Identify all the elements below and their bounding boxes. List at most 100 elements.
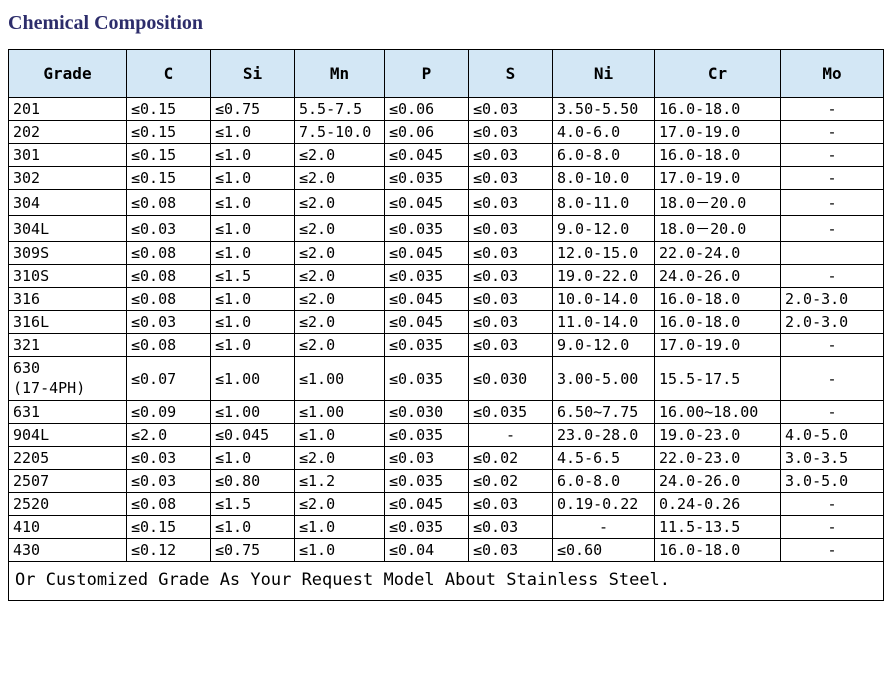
table-cell: ≤0.15 (127, 167, 211, 190)
table-cell: 18.0－20.0 (655, 216, 781, 242)
table-cell: ≤0.035 (469, 401, 553, 424)
table-cell: ≤0.035 (385, 334, 469, 357)
table-cell: ≤2.0 (295, 493, 385, 516)
table-cell: 11.0-14.0 (553, 311, 655, 334)
table-cell: ≤0.035 (385, 424, 469, 447)
table-cell: 16.0-18.0 (655, 98, 781, 121)
table-cell: 430 (9, 539, 127, 562)
table-row: 304≤0.08≤1.0≤2.0≤0.045≤0.038.0-11.018.0－… (9, 190, 884, 216)
table-row: 321≤0.08≤1.0≤2.0≤0.035≤0.039.0-12.017.0-… (9, 334, 884, 357)
table-cell: ≤2.0 (295, 216, 385, 242)
table-cell: 3.0-3.5 (781, 447, 884, 470)
table-cell: ≤0.03 (469, 98, 553, 121)
table-cell: ≤2.0 (295, 190, 385, 216)
table-cell: ≤1.0 (211, 190, 295, 216)
table-cell: 3.0-5.0 (781, 470, 884, 493)
table-cell: 16.00~18.00 (655, 401, 781, 424)
col-c: C (127, 50, 211, 98)
table-cell: 8.0-10.0 (553, 167, 655, 190)
table-cell: ≤1.0 (295, 539, 385, 562)
table-cell: ≤1.5 (211, 265, 295, 288)
table-cell: ≤1.0 (211, 121, 295, 144)
table-cell: ≤1.2 (295, 470, 385, 493)
table-cell: - (469, 424, 553, 447)
table-cell: 3.50-5.50 (553, 98, 655, 121)
table-cell: ≤0.06 (385, 98, 469, 121)
table-cell: 630(17-4PH) (9, 357, 127, 401)
table-cell: 4.5-6.5 (553, 447, 655, 470)
table-cell: - (781, 167, 884, 190)
table-cell: ≤1.0 (211, 516, 295, 539)
table-cell: ≤0.15 (127, 144, 211, 167)
table-cell: ≤2.0 (127, 424, 211, 447)
table-cell: 0.24-0.26 (655, 493, 781, 516)
table-cell: ≤0.15 (127, 121, 211, 144)
table-cell: 12.0-15.0 (553, 242, 655, 265)
table-cell: ≤0.02 (469, 447, 553, 470)
table-cell: ≤0.03 (469, 144, 553, 167)
table-cell: ≤0.045 (385, 288, 469, 311)
table-cell: ≤0.07 (127, 357, 211, 401)
table-cell: ≤0.03 (469, 288, 553, 311)
table-row: 309S≤0.08≤1.0≤2.0≤0.045≤0.0312.0-15.022.… (9, 242, 884, 265)
table-cell: ≤2.0 (295, 447, 385, 470)
table-cell: ≤2.0 (295, 334, 385, 357)
table-row: 304L≤0.03≤1.0≤2.0≤0.035≤0.039.0-12.018.0… (9, 216, 884, 242)
table-cell: ≤0.03 (127, 216, 211, 242)
table-cell: ≤0.035 (385, 357, 469, 401)
table-cell: 6.50~7.75 (553, 401, 655, 424)
composition-table: Grade C Si Mn P S Ni Cr Mo 201≤0.15≤0.75… (8, 49, 884, 601)
table-cell: ≤0.03 (469, 216, 553, 242)
col-s: S (469, 50, 553, 98)
table-cell: - (781, 144, 884, 167)
table-cell: 904L (9, 424, 127, 447)
table-row: 316L≤0.03≤1.0≤2.0≤0.045≤0.0311.0-14.016.… (9, 311, 884, 334)
table-cell: 301 (9, 144, 127, 167)
table-cell: 316L (9, 311, 127, 334)
table-cell: - (781, 121, 884, 144)
table-cell: ≤0.035 (385, 167, 469, 190)
table-cell: 4.0-5.0 (781, 424, 884, 447)
table-cell: 2.0-3.0 (781, 288, 884, 311)
table-cell: 23.0-28.0 (553, 424, 655, 447)
table-cell: ≤0.75 (211, 539, 295, 562)
table-cell: ≤2.0 (295, 242, 385, 265)
table-cell: 310S (9, 265, 127, 288)
table-cell: ≤0.04 (385, 539, 469, 562)
col-grade: Grade (9, 50, 127, 98)
table-cell: ≤1.0 (211, 167, 295, 190)
table-cell: - (781, 516, 884, 539)
table-cell: 24.0-26.0 (655, 265, 781, 288)
table-cell: ≤0.03 (469, 516, 553, 539)
table-cell: 10.0-14.0 (553, 288, 655, 311)
col-ni: Ni (553, 50, 655, 98)
table-cell: 6.0-8.0 (553, 470, 655, 493)
table-cell: ≤1.0 (211, 216, 295, 242)
table-cell: ≤0.08 (127, 190, 211, 216)
table-cell: ≤0.75 (211, 98, 295, 121)
table-cell: 309S (9, 242, 127, 265)
table-cell: ≤0.045 (385, 190, 469, 216)
footer-note: Or Customized Grade As Your Request Mode… (9, 562, 884, 601)
table-cell: ≤1.0 (211, 447, 295, 470)
table-cell: ≤0.08 (127, 493, 211, 516)
table-cell: 16.0-18.0 (655, 539, 781, 562)
table-row: 301≤0.15≤1.0≤2.0≤0.045≤0.036.0-8.016.0-1… (9, 144, 884, 167)
table-cell: ≤0.03 (469, 242, 553, 265)
table-cell: 9.0-12.0 (553, 334, 655, 357)
table-cell: ≤0.08 (127, 334, 211, 357)
table-cell: ≤0.035 (385, 216, 469, 242)
table-cell: 201 (9, 98, 127, 121)
table-cell: 9.0-12.0 (553, 216, 655, 242)
table-row: 630(17-4PH)≤0.07≤1.00≤1.00≤0.035≤0.0303.… (9, 357, 884, 401)
table-cell: 410 (9, 516, 127, 539)
table-cell: ≤0.045 (211, 424, 295, 447)
table-cell: - (781, 190, 884, 216)
table-cell: 2205 (9, 447, 127, 470)
table-cell: 19.0-22.0 (553, 265, 655, 288)
table-cell: ≤1.00 (295, 401, 385, 424)
table-cell: 17.0-19.0 (655, 167, 781, 190)
table-cell: ≤0.045 (385, 242, 469, 265)
table-row: 631≤0.09≤1.00≤1.00≤0.030≤0.0356.50~7.751… (9, 401, 884, 424)
table-cell: ≤0.03 (469, 311, 553, 334)
